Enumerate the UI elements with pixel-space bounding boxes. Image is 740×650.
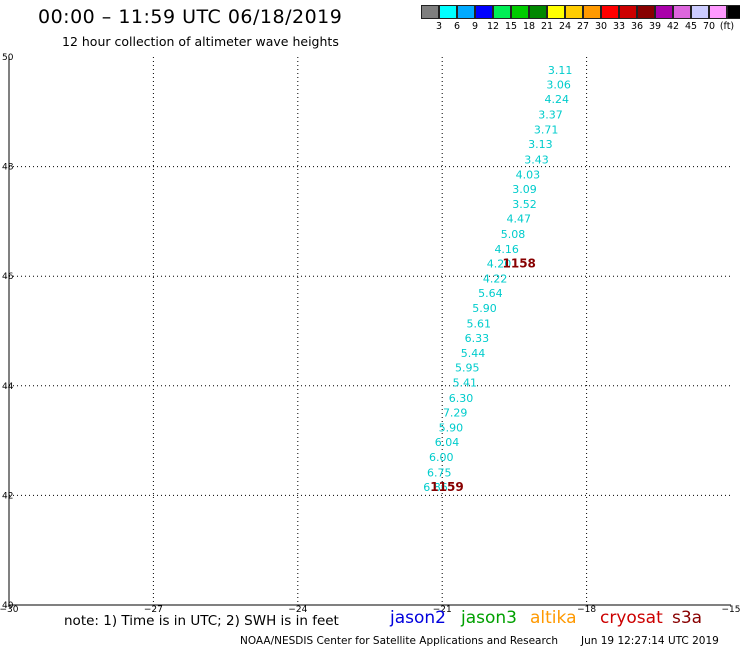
color-scale-label: 6	[453, 21, 461, 32]
wave-height-label: 4.20	[487, 258, 512, 271]
wave-height-label: 3.13	[528, 138, 553, 151]
wave-height-label: 5.44	[461, 347, 486, 360]
color-scale-label: 42	[666, 21, 680, 32]
color-swatch	[511, 5, 529, 19]
color-scale-label: 21	[540, 21, 554, 32]
wave-height-label: 4.16	[494, 243, 519, 256]
color-swatch	[727, 5, 740, 19]
y-tick-label: 42	[2, 491, 13, 501]
color-scale-label: 33	[612, 21, 626, 32]
color-swatch	[439, 5, 457, 19]
color-swatch	[601, 5, 619, 19]
color-scale-label: 12	[486, 21, 500, 32]
color-swatch	[673, 5, 691, 19]
color-swatch	[493, 5, 511, 19]
color-swatch-row	[421, 5, 740, 19]
wave-height-label: 3.09	[512, 183, 537, 196]
color-swatch	[421, 5, 439, 19]
chart-title: 00:00 – 11:59 UTC 06/18/2019	[38, 6, 343, 28]
x-tick-label: −18	[577, 605, 596, 615]
color-scale-label: 27	[576, 21, 590, 32]
wave-height-label: 5.41	[453, 377, 478, 390]
color-swatch	[565, 5, 583, 19]
color-legend: 3 6 9 12 15 18 21 24 27 30 33 36 39 42 45 70 (ft)	[421, 5, 740, 32]
y-tick-label: 40	[2, 601, 14, 611]
wave-height-label: 3.06	[546, 78, 571, 91]
color-scale-label: 45	[684, 21, 698, 32]
color-scale-label: 24	[558, 21, 572, 32]
wave-height-label: 5.90	[472, 302, 497, 315]
color-scale-label: 30	[594, 21, 608, 32]
color-scale-label: 18	[522, 21, 536, 32]
color-swatch	[709, 5, 727, 19]
wave-height-label: 7.29	[443, 407, 468, 420]
wave-height-label: 3.37	[538, 109, 563, 122]
wave-height-label: 6.33	[465, 332, 490, 345]
wave-height-label: 5.08	[501, 228, 526, 241]
wave-height-label: 5.61	[467, 317, 492, 330]
time-label: 1158	[503, 257, 536, 271]
color-swatch	[457, 5, 475, 19]
wave-height-label: 6.04	[435, 436, 460, 449]
satellite-label-altika: altika	[530, 608, 577, 628]
wave-height-label: 4.22	[483, 272, 508, 285]
color-scale-label: 15	[504, 21, 518, 32]
satellite-label-s3a: s3a	[672, 608, 703, 628]
y-tick-label: 50	[2, 53, 14, 63]
wave-height-label: 5.95	[455, 362, 480, 375]
credit-line: NOAA/NESDIS Center for Satellite Applica…	[240, 635, 558, 647]
y-tick-label: 44	[2, 382, 14, 392]
color-swatch	[583, 5, 601, 19]
time-label: 1159	[430, 480, 463, 494]
wave-height-label: 3.43	[524, 153, 549, 166]
wave-height-label: 4.47	[506, 213, 531, 226]
color-swatch	[637, 5, 655, 19]
color-scale-label: 39	[648, 21, 662, 32]
footer-note: note: 1) Time is in UTC; 2) SWH is in fe…	[64, 613, 339, 629]
color-scale-label: 36	[630, 21, 644, 32]
color-swatch	[691, 5, 709, 19]
satellite-label-cryosat: cryosat	[600, 608, 663, 628]
wave-height-label: 6.00	[429, 451, 454, 464]
wave-height-label: 3.11	[548, 64, 573, 77]
x-tick-label: −15	[722, 605, 740, 615]
wave-height-label: 5.90	[439, 421, 464, 434]
color-swatch	[529, 5, 547, 19]
wave-height-label: 4.03	[516, 168, 541, 181]
color-scale-label: 70	[702, 21, 716, 32]
x-tick-label: −30	[0, 605, 19, 615]
x-tick-label: −21	[433, 605, 452, 615]
x-tick-label: −24	[288, 605, 307, 615]
color-scale-label: (ft)	[719, 21, 735, 32]
color-swatch	[475, 5, 493, 19]
color-swatch	[619, 5, 637, 19]
x-tick-label: −27	[144, 605, 163, 615]
wave-height-label: 4.24	[545, 93, 570, 106]
wave-height-label: 6.75	[427, 466, 452, 479]
wave-height-label: 3.52	[512, 198, 537, 211]
satellite-label-jason2: jason2	[390, 608, 446, 628]
y-tick-label: 46	[2, 272, 14, 282]
satellite-label-jason3: jason3	[461, 608, 517, 628]
color-scale-label: 3	[435, 21, 443, 32]
wave-height-label: 3.71	[534, 123, 559, 136]
wave-height-label: 6.86	[423, 481, 448, 494]
color-label-row: 3 6 9 12 15 18 21 24 27 30 33 36 39 42 45 70 (ft)	[430, 21, 740, 32]
color-swatch	[547, 5, 565, 19]
chart-subtitle: 12 hour collection of altimeter wave hei…	[62, 34, 339, 49]
wave-height-label: 5.64	[478, 287, 503, 300]
generated-timestamp: Jun 19 12:27:14 UTC 2019	[581, 635, 719, 647]
color-swatch	[655, 5, 673, 19]
wave-height-label: 6.30	[449, 392, 474, 405]
wave-height-map: −30 −27 −24 −21 −18 −15 40 42 44 46 48 50 3.113.06 4.…	[0, 53, 740, 615]
color-scale-label: 9	[471, 21, 479, 32]
y-tick-label: 48	[2, 163, 14, 173]
